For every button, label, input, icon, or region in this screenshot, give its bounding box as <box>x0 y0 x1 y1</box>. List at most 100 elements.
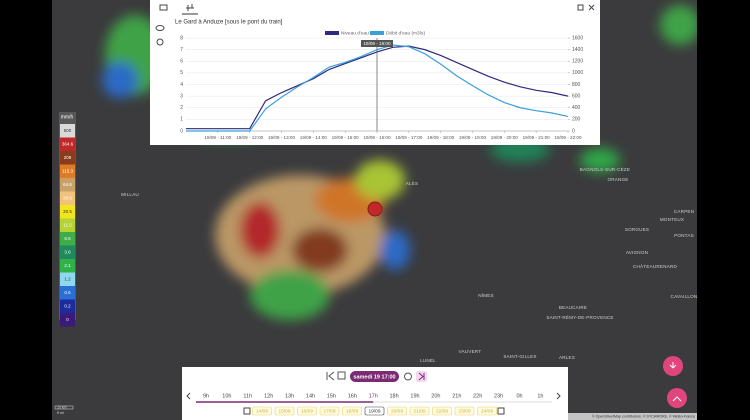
hour-label: 12h <box>264 393 273 399</box>
prev[interactable] <box>186 392 191 400</box>
date-label: 15/09 <box>278 409 290 415</box>
clock-icon[interactable] <box>156 38 164 46</box>
x-tick-label: 19/09 - 18:00 <box>427 135 455 140</box>
legend-swatch <box>60 286 75 300</box>
date-label: 14/09 <box>256 409 268 415</box>
icon[interactable] <box>159 4 168 11</box>
legend-swatch <box>60 124 75 138</box>
y2-tick-label: 600 <box>572 93 581 99</box>
legend-label: 36.5 <box>63 195 72 200</box>
hour-label: 22h <box>473 393 482 399</box>
city-label: LUNEL <box>420 358 436 363</box>
date-box <box>409 406 430 416</box>
y-tick-label: 1 <box>180 117 183 123</box>
city-labels: MILLAU ALÈS BAGNOLS-SUR-CÈZE ORANGE CARPEN MO… <box>121 166 697 363</box>
x-tick-label: 19/09 - 15:00 <box>332 135 360 140</box>
hour-label: 16h <box>348 393 357 399</box>
icon[interactable] <box>337 371 346 380</box>
y-tick-label: 8 <box>180 35 183 41</box>
y2-tick-label: 0 <box>572 128 575 134</box>
legend-swatch <box>60 191 75 205</box>
icon[interactable] <box>186 4 194 11</box>
y2-tick-label: 1200 <box>572 59 583 65</box>
attribution-bg <box>568 413 697 420</box>
legend-unit: mm/h <box>61 114 74 120</box>
icon[interactable] <box>577 4 584 11</box>
city-label: AVIGNON <box>626 250 648 255</box>
legend-label: 209 <box>64 155 72 160</box>
legend-swatch <box>60 137 75 151</box>
date-label: 21/09 <box>413 409 425 415</box>
date-label: 22/09 <box>436 409 448 415</box>
date-label: 24/09 <box>481 409 493 415</box>
time-pill[interactable] <box>350 371 399 382</box>
legend-label: 500 <box>64 128 72 133</box>
icon <box>418 372 425 381</box>
station-marker[interactable] <box>367 201 383 217</box>
marker-label: 19/09 - 16:00 <box>363 41 391 46</box>
attribution: © OpenStreetMap contributors, © SYCAMORE… <box>592 414 695 418</box>
hour-label: 11h <box>243 393 252 399</box>
city-label: VAUVERT <box>459 349 482 354</box>
chart-title: Le Gard à Anduze [sous le pont du train] <box>175 20 283 26</box>
legend-swatch <box>325 31 339 35</box>
x-tick-label: 19/09 - 16:00 <box>363 135 391 140</box>
side-bar <box>697 0 750 420</box>
radar <box>102 5 700 320</box>
y2-tick-label: 800 <box>572 82 581 88</box>
date-label: 16/09 <box>301 409 313 415</box>
play-button[interactable] <box>416 371 427 382</box>
x-tick-label: 19/09 - 12:00 <box>236 135 264 140</box>
hour-label: 14h <box>306 393 315 399</box>
icon[interactable] <box>243 407 251 415</box>
city-label: MILLAU <box>121 192 139 197</box>
date-label: 17/09 <box>323 409 335 415</box>
city-label: ALÈS <box>406 180 419 186</box>
city-label: SAINT-RÉMY-DE-PROVENCE <box>546 314 613 320</box>
icon[interactable] <box>326 371 335 381</box>
legend-label: Débit d'eau (m3/s) <box>386 31 425 37</box>
date-box <box>274 406 295 416</box>
y-tick-label: 4 <box>180 82 183 88</box>
date-label: 23/09 <box>458 409 470 415</box>
close-icon[interactable] <box>588 4 595 11</box>
rain-legend: mm/h 500 364.6 209 115.3 64.8 36.5 20.5 11.5 6.5… <box>59 112 76 327</box>
date-box <box>364 406 385 416</box>
y2-tick-label: 400 <box>572 105 581 111</box>
scale-bar <box>54 405 74 410</box>
date-label: 18/09 <box>346 409 358 415</box>
hour-label: 1h <box>537 393 543 399</box>
hour-label: 0h <box>516 393 522 399</box>
fab[interactable] <box>667 388 687 408</box>
city-label: ARLES <box>559 355 575 360</box>
legend-swatch <box>60 259 75 273</box>
hour-label: 23h <box>494 393 503 399</box>
legend-swatch <box>60 218 75 232</box>
y-tick-label: 0 <box>180 128 183 134</box>
x-tick-label: 19/09 - 22:00 <box>554 135 582 140</box>
y2-tick-label: 200 <box>572 117 581 123</box>
date-box <box>432 406 452 416</box>
x-tick-label: 19/09 - 13:00 <box>268 135 296 140</box>
legend-label: 20.5 <box>63 209 72 214</box>
legend-label: 0 <box>66 317 69 322</box>
legend-swatch <box>60 164 75 178</box>
city-label: CHÂTEAURENARD <box>633 263 677 269</box>
city-label: ORANGE <box>607 177 628 182</box>
city-label: PONTAS <box>674 233 694 238</box>
legend-swatch <box>60 232 75 246</box>
hour-label: 17h <box>369 393 378 399</box>
legend-swatch <box>60 313 75 327</box>
city-label: SAINT-GILLES <box>503 354 536 359</box>
icon[interactable] <box>497 407 505 415</box>
y2-tick-label: 1600 <box>572 35 583 41</box>
next[interactable] <box>556 392 561 400</box>
eye-icon[interactable] <box>155 25 165 31</box>
legend-label: 1.2 <box>64 276 71 281</box>
hour-label: 9h <box>203 393 209 399</box>
legend-swatch <box>60 151 75 165</box>
legend-label: 0.6 <box>64 290 71 295</box>
icon[interactable] <box>404 372 412 381</box>
